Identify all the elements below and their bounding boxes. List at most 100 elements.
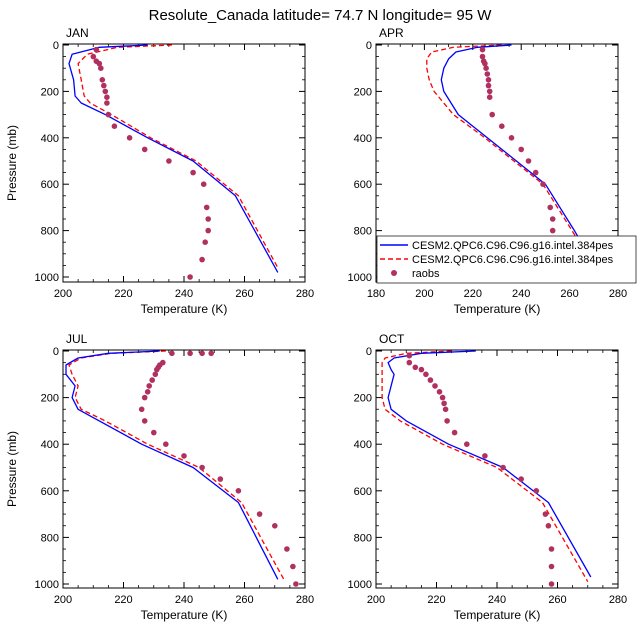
panel-jul-label: JUL	[66, 332, 88, 346]
apr-x-axis-label: Temperature (K)	[454, 302, 541, 316]
oct-raobs-point	[548, 546, 555, 552]
apr-raobs-point	[485, 77, 492, 83]
jan-raobs-point	[90, 53, 97, 60]
oct-raobs-point	[412, 364, 419, 371]
panel-jul: JUL 200 220 240 260 280 0 200 400 600 800 1000 Temp…	[5, 332, 314, 622]
oct-raobs-point	[442, 406, 449, 413]
oct-raobs-point	[406, 359, 413, 366]
jul-x-tick-label: 200	[54, 594, 72, 606]
oct-plot-frame	[375, 349, 619, 589]
jul-raobs-point	[149, 377, 155, 383]
jan-raobs-point	[187, 274, 193, 280]
jul-x-tick-label: 280	[296, 594, 314, 606]
oct-y-tick-label: 1000	[348, 579, 372, 591]
apr-raobs-point	[549, 227, 556, 234]
apr-y-tick-label: 800	[354, 226, 372, 238]
jan-raobs-point	[200, 181, 207, 187]
jul-raobs-point	[163, 441, 169, 448]
legend-swatch-raobs	[391, 270, 397, 276]
panel-oct-label: OCT	[379, 332, 405, 346]
jan-raobs-point	[141, 146, 148, 153]
jul-y-axis-label: Pressure (mb)	[5, 431, 19, 507]
jul-x-tick-label: 220	[114, 594, 132, 606]
jan-raobs-point	[101, 82, 107, 89]
jan-series-solid-blue	[68, 44, 279, 273]
oct-raobs-point	[441, 400, 447, 407]
apr-x-tick-label: 180	[367, 288, 385, 300]
apr-raobs-point	[540, 181, 546, 187]
jan-y-tick-label: 200	[41, 86, 59, 98]
legend-label-solid: CESM2.QPC6.C96.C96.g16.intel.384pes	[412, 240, 614, 252]
apr-y-tick-label: 1000	[348, 272, 372, 284]
oct-raobs-point	[427, 377, 434, 383]
apr-y-tick-label: 0	[366, 40, 372, 52]
jan-raobs-point	[205, 227, 211, 234]
apr-y-tick-label: 600	[354, 179, 372, 191]
apr-series-dashed-red	[426, 44, 595, 266]
jul-raobs-point	[181, 453, 187, 459]
oct-y-tick-label: 400	[354, 439, 372, 451]
jan-raobs-point	[203, 204, 210, 211]
apr-raobs-point	[508, 135, 515, 141]
jan-y-tick-label: 800	[41, 226, 59, 238]
jul-x-tick-label: 240	[175, 594, 193, 606]
jan-x-tick-label: 220	[114, 288, 132, 300]
jan-y-tick-label: 400	[41, 133, 59, 145]
legend-label-dashed: CESM2.QPC6.C96.C96.g16.intel.384pes	[412, 254, 614, 266]
oct-raobs-point	[548, 563, 555, 570]
jul-y-tick-label: 400	[41, 439, 59, 451]
jan-y-axis-label: Pressure (mb)	[5, 125, 19, 201]
apr-x-tick-label: 220	[464, 288, 482, 300]
oct-raobs-point	[464, 441, 470, 448]
jan-raobs-point	[126, 135, 133, 141]
oct-series-dashed-red	[381, 350, 589, 583]
jul-raobs-point	[169, 350, 175, 357]
jul-raobs-point	[151, 429, 157, 436]
oct-y-tick-label: 0	[366, 346, 372, 358]
jan-raobs-point	[104, 94, 110, 100]
oct-raobs-point	[432, 383, 438, 389]
jan-raobs-point	[105, 111, 112, 118]
apr-raobs-point	[547, 204, 553, 211]
oct-raobs-point	[542, 511, 549, 517]
panel-apr-label: APR	[379, 26, 404, 40]
oct-x-tick-label: 260	[548, 594, 566, 606]
jan-raobs-point	[202, 239, 208, 245]
jan-raobs-point	[98, 65, 104, 71]
jul-x-axis-label: Temperature (K)	[141, 608, 228, 622]
jul-raobs-point	[272, 523, 278, 529]
jul-y-tick-label: 0	[53, 346, 59, 358]
apr-y-tick-label: 200	[354, 86, 372, 98]
oct-y-tick-label: 600	[354, 486, 372, 498]
oct-raobs-point	[533, 488, 540, 494]
jan-x-tick-label: 240	[175, 288, 193, 300]
jul-raobs-point	[235, 488, 242, 494]
oct-x-tick-label: 220	[427, 594, 445, 606]
legend: CESM2.QPC6.C96.C96.g16.intel.384pes CESM…	[376, 235, 637, 284]
jul-y-tick-label: 1000	[35, 579, 59, 591]
jul-x-tick-label: 260	[235, 594, 253, 606]
oct-x-tick-label: 200	[367, 594, 385, 606]
jul-raobs-point	[290, 563, 296, 570]
jul-raobs-point	[141, 394, 148, 401]
jul-raobs-point	[146, 383, 152, 389]
jan-x-tick-label: 200	[54, 288, 72, 300]
apr-raobs-point	[483, 65, 489, 71]
figure-title: Resolute_Canada latitude= 74.7 N longitu…	[149, 7, 493, 24]
oct-raobs-point	[545, 523, 552, 529]
oct-raobs-point	[406, 352, 413, 359]
oct-y-tick-label: 200	[354, 393, 372, 405]
oct-y-tick-label: 800	[354, 532, 372, 544]
apr-x-tick-label: 240	[512, 288, 530, 300]
jul-series-solid-blue	[65, 350, 279, 580]
jul-raobs-point	[141, 418, 148, 424]
legend-label-raobs: raobs	[412, 268, 440, 280]
jan-raobs-point	[99, 77, 106, 83]
apr-raobs-point	[525, 158, 532, 164]
jul-raobs-point	[187, 350, 193, 357]
apr-raobs-point	[486, 88, 493, 95]
oct-raobs-point	[423, 371, 429, 378]
oct-raobs-point	[451, 429, 458, 436]
jan-raobs-point	[205, 216, 211, 222]
jan-y-tick-label: 0	[53, 40, 59, 52]
